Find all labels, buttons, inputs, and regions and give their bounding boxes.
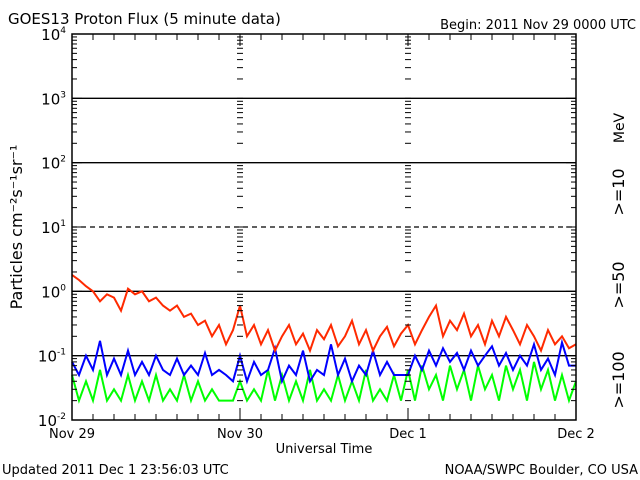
y-tick-label: 10-2 [38,412,66,430]
updated-timestamp: Updated 2011 Dec 1 23:56:03 UTC [2,463,229,478]
y-tick-label: 10-1 [38,348,66,366]
y-tick-exponent: -2 [57,412,66,422]
y-tick-base: 10 [41,26,60,44]
units-label: MeV [612,112,628,143]
y-tick-base: 10 [38,412,57,430]
series-line-ge10 [71,274,577,354]
y-tick-label: 104 [41,26,66,44]
y-tick-base: 10 [41,219,60,237]
x-tick-label: Dec 1 [389,427,427,442]
legend-ge100: >=100 [609,351,628,408]
y-tick-base: 10 [38,348,57,366]
series-line-ge100 [71,361,577,405]
legend-ge50: >=50 [609,261,628,308]
x-tick-label: Nov 30 [217,427,263,442]
y-tick-exponent: 1 [60,219,66,229]
y-tick-exponent: 2 [60,155,66,165]
legend-ge10: >=10 [609,168,628,215]
grid [72,97,576,357]
y-tick-label: 102 [41,155,66,173]
y-tick-label: 101 [41,219,66,237]
y-tick-base: 10 [41,283,60,301]
series-group [71,274,577,405]
y-axis-label: Particles cm⁻²s⁻¹sr⁻¹ [7,145,26,310]
x-tick-label: Nov 29 [49,427,95,442]
y-tick-exponent: 4 [60,26,66,36]
chart-title: GOES13 Proton Flux (5 minute data) [8,10,281,28]
x-tick-label: Dec 2 [557,427,595,442]
y-tick-base: 10 [41,155,60,173]
y-tick-exponent: 0 [60,283,66,293]
x-axis-label: Universal Time [276,442,373,457]
y-tick-exponent: 3 [60,90,66,100]
y-tick-label: 103 [41,90,66,108]
y-tick-base: 10 [41,90,60,108]
y-tick-exponent: -1 [57,348,66,358]
credit-label: NOAA/SWPC Boulder, CO USA [445,463,638,478]
series-line-ge50 [71,338,576,385]
begin-label: Begin: 2011 Nov 29 0000 UTC [440,18,636,33]
y-tick-label: 100 [41,283,66,301]
